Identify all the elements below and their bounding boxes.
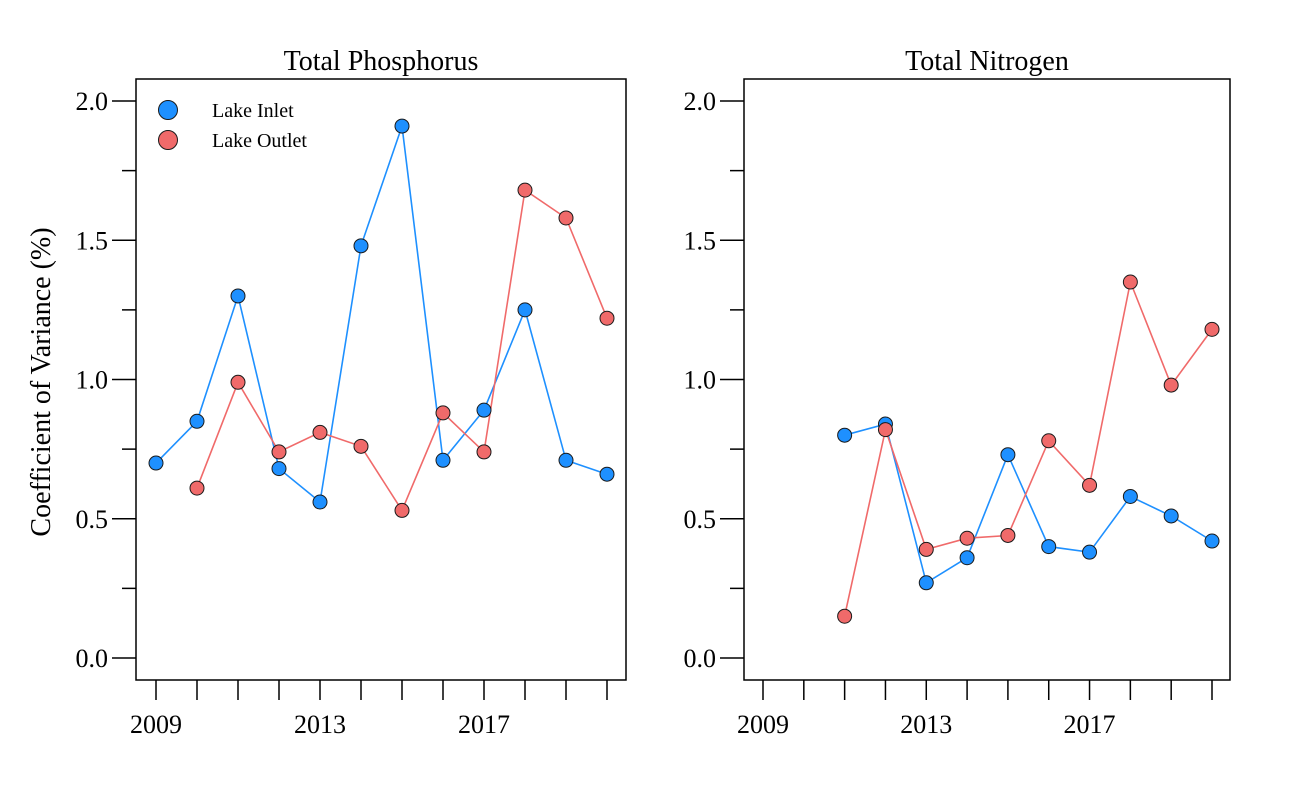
data-point-lake-outlet [517, 182, 533, 198]
data-point-lake-inlet [1204, 533, 1220, 549]
data-point-lake-outlet [1163, 377, 1179, 393]
data-point-lake-inlet [599, 466, 615, 482]
panel-2: Total Nitrogen 0.0 0.5 1.0 1.5 2.0 2009 2013 201… [684, 46, 1231, 739]
y-tick-label: 1.0 [684, 366, 717, 395]
data-point-lake-inlet [1122, 488, 1138, 504]
data-point-lake-inlet [918, 575, 934, 591]
x-tick-label: 2013 [900, 710, 952, 739]
data-point-lake-inlet [394, 118, 410, 134]
data-point-lake-inlet [517, 302, 533, 318]
y-tick-label: 1.5 [76, 226, 109, 255]
data-point-lake-outlet [476, 444, 492, 460]
data-point-lake-inlet [558, 452, 574, 468]
x-tick-label: 2013 [294, 710, 346, 739]
x-tick-label: 2009 [737, 710, 789, 739]
data-point-lake-outlet [1000, 527, 1016, 543]
y-tick-label: 0.5 [76, 505, 109, 534]
x-tick-label: 2017 [1064, 710, 1116, 739]
legend-marker [158, 130, 178, 150]
plot-frame [135, 78, 627, 681]
y-tick-label: 2.0 [684, 87, 717, 116]
legend-label: Lake Outlet [212, 130, 307, 152]
legend: Lake Inlet Lake Outlet [158, 100, 307, 152]
series-line-lake-inlet [155, 125, 608, 504]
data-point-lake-outlet [1082, 477, 1098, 493]
data-point-lake-outlet [558, 210, 574, 226]
data-point-lake-inlet [959, 550, 975, 566]
series-line-lake-inlet [844, 423, 1213, 585]
x-tick-label: 2009 [130, 710, 182, 739]
data-point-lake-outlet [353, 438, 369, 454]
y-tick-label: 1.0 [76, 366, 109, 395]
y-axis-label: Coefficient of Variance (%) [26, 227, 57, 536]
data-point-lake-outlet [837, 608, 853, 624]
data-point-lake-inlet [271, 461, 287, 477]
data-point-lake-inlet [476, 402, 492, 418]
data-point-lake-inlet [353, 238, 369, 254]
y-tick-label: 0.5 [684, 505, 717, 534]
data-point-lake-inlet [435, 452, 451, 468]
data-point-lake-outlet [959, 530, 975, 546]
y-tick-label: 1.5 [684, 226, 717, 255]
data-point-lake-outlet [230, 374, 246, 390]
x-tick-label: 2017 [458, 710, 510, 739]
data-point-lake-inlet [1163, 508, 1179, 524]
data-point-lake-outlet [394, 502, 410, 518]
series-line-lake-outlet [196, 188, 608, 513]
data-point-lake-outlet [271, 444, 287, 460]
data-point-lake-inlet [837, 427, 853, 443]
data-point-lake-outlet [1041, 433, 1057, 449]
data-point-lake-outlet [1204, 321, 1220, 337]
data-point-lake-outlet [189, 480, 205, 496]
data-point-lake-inlet [1082, 544, 1098, 560]
data-point-lake-outlet [599, 310, 615, 326]
y-tick-label: 2.0 [76, 87, 109, 116]
legend-label: Lake Inlet [212, 100, 294, 122]
data-point-lake-inlet [230, 288, 246, 304]
legend-marker [158, 100, 178, 120]
data-point-lake-inlet [148, 455, 164, 471]
panel-title: Total Nitrogen [905, 46, 1069, 77]
data-point-lake-inlet [312, 494, 328, 510]
data-point-lake-inlet [1041, 539, 1057, 555]
data-point-lake-inlet [1000, 447, 1016, 463]
data-point-lake-outlet [918, 541, 934, 557]
y-tick-label: 0.0 [684, 644, 717, 673]
panel-title: Total Phosphorus [284, 46, 479, 77]
data-point-lake-inlet [189, 413, 205, 429]
y-tick-label: 0.0 [76, 644, 109, 673]
series-line-lake-outlet [843, 279, 1213, 617]
data-point-lake-outlet [877, 422, 893, 438]
data-point-lake-outlet [435, 405, 451, 421]
data-point-lake-outlet [1122, 274, 1138, 290]
plot-frame [743, 78, 1231, 681]
data-point-lake-outlet [312, 424, 328, 440]
panel-1: Total Phosphorus 0.0 0.5 1.0 1.5 2.0 2009 2013 2… [76, 46, 627, 739]
